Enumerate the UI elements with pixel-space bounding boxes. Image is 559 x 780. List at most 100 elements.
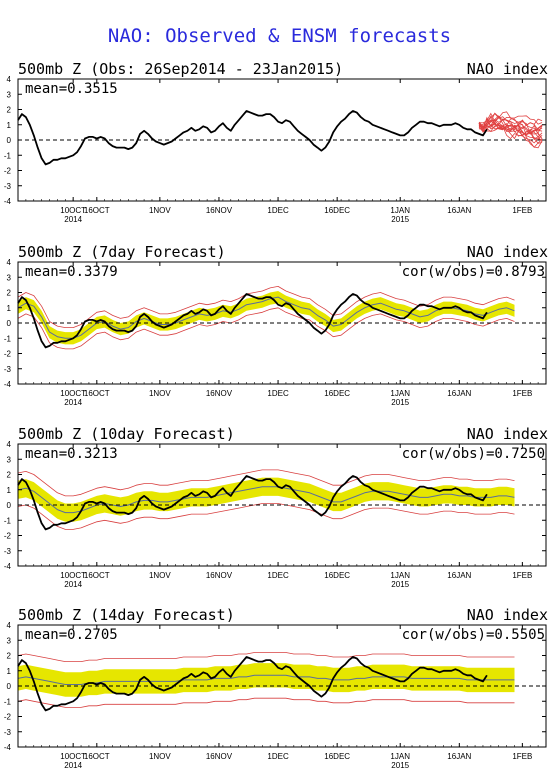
y-tick-label: -2 bbox=[4, 713, 12, 722]
index-label: NAO index bbox=[467, 243, 548, 261]
x-tick-label: 1JAN bbox=[390, 571, 410, 580]
y-tick-label: 4 bbox=[7, 75, 12, 84]
x-tick-label: 1JAN bbox=[390, 206, 410, 215]
y-tick-label: 2 bbox=[7, 471, 12, 480]
mean-label: mean=0.3515 bbox=[25, 81, 118, 97]
panel-title: 500mb Z (10day Forecast) bbox=[18, 425, 235, 443]
correlation-label: cor(w/obs)=0.7250 bbox=[402, 446, 545, 462]
x-tick-sublabel: 2014 bbox=[64, 398, 82, 407]
panel-title: 500mb Z (Obs: 26Sep2014 - 23Jan2015) bbox=[18, 60, 343, 78]
envelope-upper-line bbox=[17, 652, 515, 662]
y-tick-label: -2 bbox=[4, 167, 12, 176]
x-tick-label: 10OCT bbox=[60, 752, 86, 761]
y-tick-label: -1 bbox=[4, 516, 12, 525]
y-tick-label: -4 bbox=[4, 380, 12, 389]
y-tick-label: 1 bbox=[7, 304, 12, 313]
envelope-lower-line bbox=[17, 503, 515, 530]
y-tick-label: -1 bbox=[4, 697, 12, 706]
x-tick-label: 1DEC bbox=[267, 752, 289, 761]
page-title: NAO: Observed & ENSM forecasts bbox=[107, 25, 452, 47]
x-tick-sublabel: 2015 bbox=[391, 761, 409, 770]
x-tick-sublabel: 2014 bbox=[64, 580, 82, 589]
x-tick-label: 16JAN bbox=[447, 206, 471, 215]
chart-panel-3: 500mb Z (10day Forecast) NAO index 4 3 2 1 0 -1… bbox=[4, 425, 548, 589]
forecast-member-line bbox=[478, 123, 543, 136]
x-tick-label: 1NOV bbox=[149, 752, 171, 761]
envelope-lower-line bbox=[17, 697, 515, 708]
x-tick-sublabel: 2014 bbox=[64, 761, 82, 770]
y-tick-label: 1 bbox=[7, 667, 12, 676]
x-tick-sublabel: 2014 bbox=[64, 215, 82, 224]
y-tick-label: 4 bbox=[7, 621, 12, 630]
mean-label: mean=0.3379 bbox=[25, 264, 118, 280]
observed-line bbox=[17, 110, 488, 166]
envelope-upper-line bbox=[17, 469, 515, 497]
y-tick-label: -3 bbox=[4, 547, 12, 556]
ensemble-mean-line bbox=[17, 486, 515, 514]
y-tick-label: 3 bbox=[7, 90, 12, 99]
observed-line bbox=[17, 475, 488, 531]
index-label: NAO index bbox=[467, 60, 548, 78]
index-label: NAO index bbox=[467, 425, 548, 443]
y-tick-label: 2 bbox=[7, 106, 12, 115]
x-tick-label: 16DEC bbox=[324, 571, 350, 580]
x-tick-label: 1JAN bbox=[390, 389, 410, 398]
x-tick-label: 16DEC bbox=[324, 389, 350, 398]
y-tick-label: 0 bbox=[7, 136, 12, 145]
forecast-member-line bbox=[478, 118, 543, 131]
x-tick-label: 1NOV bbox=[149, 206, 171, 215]
x-tick-label: 16OCT bbox=[84, 206, 110, 215]
panel-title: 500mb Z (7day Forecast) bbox=[18, 243, 226, 261]
x-tick-label: 1DEC bbox=[267, 571, 289, 580]
x-tick-label: 16JAN bbox=[447, 752, 471, 761]
y-tick-label: -2 bbox=[4, 350, 12, 359]
x-tick-sublabel: 2015 bbox=[391, 398, 409, 407]
spread-band bbox=[18, 663, 515, 697]
x-tick-label: 1DEC bbox=[267, 389, 289, 398]
y-tick-label: -4 bbox=[4, 743, 12, 752]
x-tick-label: 1FEB bbox=[512, 206, 532, 215]
y-tick-label: 0 bbox=[7, 501, 12, 510]
y-tick-label: 1 bbox=[7, 121, 12, 130]
x-tick-label: 16NOV bbox=[206, 206, 233, 215]
x-tick-label: 16OCT bbox=[84, 389, 110, 398]
forecast-member-line bbox=[478, 111, 543, 125]
x-tick-label: 16JAN bbox=[447, 389, 471, 398]
envelope-lower-line bbox=[17, 307, 515, 350]
x-tick-label: 16OCT bbox=[84, 752, 110, 761]
y-tick-label: 3 bbox=[7, 273, 12, 282]
x-tick-label: 1FEB bbox=[512, 752, 532, 761]
correlation-label: cor(w/obs)=0.5505 bbox=[402, 627, 545, 643]
envelope-upper-line bbox=[17, 285, 515, 329]
y-tick-label: -3 bbox=[4, 728, 12, 737]
panel-title: 500mb Z (14day Forecast) bbox=[18, 606, 235, 624]
mean-label: mean=0.2705 bbox=[25, 627, 118, 643]
x-tick-sublabel: 2015 bbox=[391, 215, 409, 224]
chart-panel-2: 500mb Z (7day Forecast) NAO index 4 3 2 1 0 -1 -… bbox=[4, 243, 548, 407]
y-tick-label: 0 bbox=[7, 682, 12, 691]
index-label: NAO index bbox=[467, 606, 548, 624]
x-tick-label: 10OCT bbox=[60, 206, 86, 215]
y-tick-label: -4 bbox=[4, 197, 12, 206]
observed-line bbox=[17, 656, 488, 712]
x-tick-label: 16NOV bbox=[206, 752, 233, 761]
spread-band bbox=[18, 477, 515, 522]
y-tick-label: 3 bbox=[7, 455, 12, 464]
x-tick-label: 16NOV bbox=[206, 389, 233, 398]
correlation-label: cor(w/obs)=0.8793 bbox=[402, 264, 545, 280]
x-tick-label: 16NOV bbox=[206, 571, 233, 580]
x-tick-label: 16JAN bbox=[447, 571, 471, 580]
y-tick-label: 3 bbox=[7, 636, 12, 645]
chart-panel-1: 500mb Z (Obs: 26Sep2014 - 23Jan2015) NAO … bbox=[4, 60, 548, 224]
y-tick-label: 0 bbox=[7, 319, 12, 328]
chart-panel-4: 500mb Z (14day Forecast) NAO index 4 3 2 1 0 -1… bbox=[4, 606, 548, 770]
x-tick-label: 16DEC bbox=[324, 752, 350, 761]
x-tick-label: 1FEB bbox=[512, 571, 532, 580]
x-tick-label: 1FEB bbox=[512, 389, 532, 398]
forecast-member-line bbox=[478, 121, 543, 148]
x-tick-label: 16DEC bbox=[324, 206, 350, 215]
x-tick-label: 10OCT bbox=[60, 389, 86, 398]
y-tick-label: -1 bbox=[4, 334, 12, 343]
x-tick-label: 10OCT bbox=[60, 571, 86, 580]
